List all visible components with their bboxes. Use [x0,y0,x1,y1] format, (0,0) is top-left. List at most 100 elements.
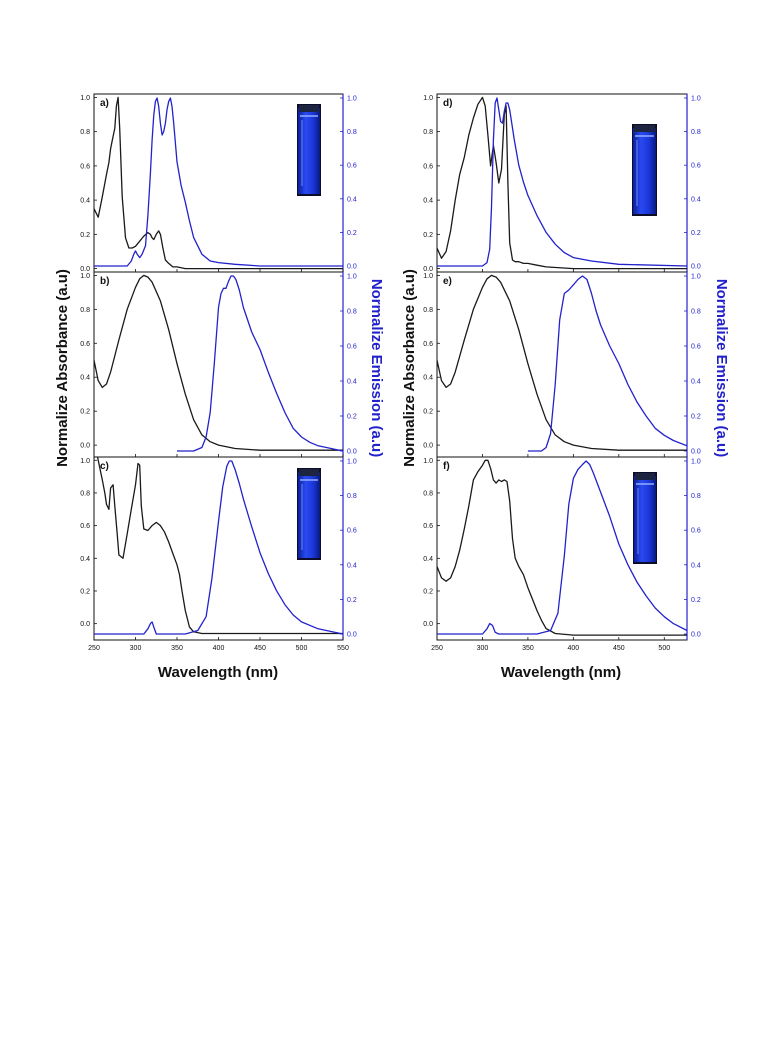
left-ylabel-right-figure: Normalize Absorbance (a.u) [401,269,418,467]
panel-d: 0.0 0.2 0.4 0.6 0.8 1.0 0.0 0.2 0.4 0.6 0.8 1.0 d) [423,93,701,273]
vial-photo [297,104,321,196]
left-ytick-label: 1.0 [80,273,90,280]
panel-a: 0.0 0.2 0.4 0.6 0.8 1.0 0.0 0.2 0.4 0.6 0.8 1.0 a) [80,93,357,273]
left-ytick-label: 1.0 [423,458,433,465]
left-ytick-label: 0.4 [80,556,90,563]
right-ytick-label: 0.2 [691,230,701,237]
left-ytick-label: 0.6 [80,341,90,348]
xtick-label: 450 [254,645,266,652]
left-ytick-label: 0.4 [423,375,433,382]
absorbance-line [437,459,687,636]
right-ylabel-right-figure: Normalize Emission (a.u) [713,279,730,457]
emission-line [94,460,343,635]
right-ytick-label: 0.4 [347,562,357,569]
left-ytick-label: 0.6 [80,523,90,530]
absorbance-line [96,457,343,635]
xtick-label: 300 [477,645,489,652]
right-ytick-label: 0.0 [347,449,357,456]
right-ytick-label: 0.0 [347,632,357,639]
left-ytick-label: 0.8 [423,490,433,497]
right-ylabel-left-figure: Normalize Emission (a.u) [368,279,385,457]
right-ytick-label: 0.2 [347,597,357,604]
left-ytick-label: 0.2 [80,588,90,595]
vial-liquid [298,108,320,194]
vial-cap [634,125,655,132]
emission-line [437,97,687,267]
right-ytick-label: 1.0 [691,459,701,466]
xtick-label: 350 [522,645,534,652]
right-ytick-label: 0.4 [347,196,357,203]
left-ytick-label: 0.0 [80,266,90,273]
vial-liquid [633,128,656,214]
right-ytick-label: 0.4 [691,562,701,569]
vial-photo [297,468,321,560]
vial-highlight [637,488,639,554]
right-ytick-label: 0.8 [347,129,357,136]
absorbance-line [437,274,687,451]
right-ytick-label: 1.0 [691,274,701,281]
right-ytick-label: 0.6 [347,163,357,170]
right-ytick-label: 1.0 [347,274,357,281]
vial-highlight [301,484,303,550]
right-ytick-label: 0.8 [347,309,357,316]
left-ytick-label: 0.0 [80,443,90,450]
left-ytick-label: 0.4 [80,375,90,382]
right-ytick-label: 1.0 [347,96,357,103]
xtick-label: 400 [568,645,580,652]
panel-tag: f) [443,461,450,472]
right-ytick-label: 0.4 [691,379,701,386]
xtick-label: 400 [213,645,225,652]
right-ytick-label: 0.0 [691,264,701,271]
xtick-label: 500 [658,645,670,652]
panel-tag: e) [443,276,452,287]
left-ytick-label: 0.6 [80,163,90,170]
vial-meniscus [635,135,654,137]
left-ytick-label: 0.4 [80,198,90,205]
left-ytick-label: 0.6 [423,341,433,348]
right-ytick-label: 0.0 [691,632,701,639]
right-ytick-label: 0.2 [347,414,357,421]
left-ytick-label: 0.8 [80,490,90,497]
emission-line [177,275,343,452]
right-ytick-label: 0.6 [347,344,357,351]
absorbance-line [437,96,687,270]
panel-tag: a) [100,98,109,109]
vial-liquid [634,476,656,562]
right-ytick-label: 0.2 [691,414,701,421]
left-ytick-label: 1.0 [423,95,433,102]
xlabel-left-figure: Wavelength (nm) [158,664,278,681]
vial-cap [635,473,655,480]
left-ytick-label: 0.8 [423,129,433,136]
plot-frame [436,271,688,458]
left-ytick-label: 0.2 [80,409,90,416]
xlabel-right-figure: Wavelength (nm) [501,664,621,681]
right-ytick-label: 1.0 [347,459,357,466]
xtick-label: 250 [431,645,443,652]
panel-b: 0.0 0.2 0.4 0.6 0.8 1.0 0.0 0.2 0.4 0.6 0.8 1.0 b) [80,271,357,458]
right-ytick-label: 0.6 [347,528,357,535]
left-ytick-label: 0.6 [423,523,433,530]
vial-highlight [301,120,303,186]
absorbance-line [94,274,343,451]
left-ytick-label: 0.4 [423,198,433,205]
xtick-label: 300 [130,645,142,652]
right-ytick-label: 0.6 [691,163,701,170]
vial-meniscus [636,483,654,485]
vial-meniscus [300,115,318,117]
vial-cap [299,105,319,112]
right-ytick-label: 0.8 [691,309,701,316]
left-ytick-label: 0.0 [80,621,90,628]
vial-highlight [636,140,638,206]
vial-photo [633,472,657,564]
panel-e: 0.0 0.2 0.4 0.6 0.8 1.0 0.0 0.2 0.4 0.6 0.8 1.0 e) [423,271,701,458]
right-ytick-label: 0.8 [347,493,357,500]
left-ytick-label: 0.0 [423,443,433,450]
right-ytick-label: 0.2 [347,230,357,237]
xtick-label: 250 [88,645,100,652]
left-ytick-label: 0.0 [423,266,433,273]
xtick-label: 500 [296,645,308,652]
panel-tag: b) [100,276,109,287]
xtick-label: 450 [613,645,625,652]
left-ytick-label: 0.8 [80,307,90,314]
